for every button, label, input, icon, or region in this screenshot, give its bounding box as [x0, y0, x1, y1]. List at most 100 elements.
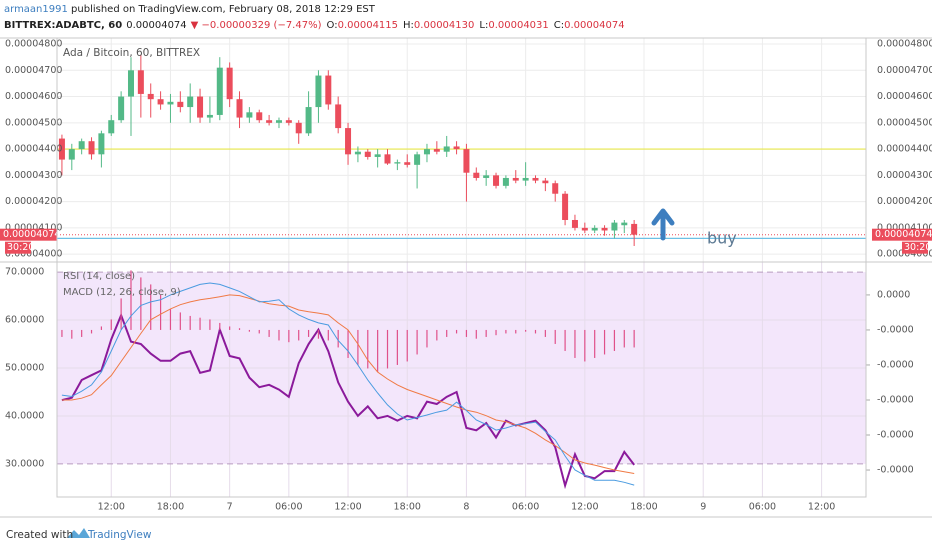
- histogram-bar: [446, 329, 448, 337]
- candle-body: [137, 70, 144, 94]
- candle-body: [453, 146, 460, 150]
- histogram-bar: [81, 329, 83, 337]
- histogram-bar: [416, 329, 418, 355]
- field-value: 0.00004074: [564, 20, 624, 31]
- candle-body: [118, 96, 125, 121]
- candle-body: [364, 151, 371, 157]
- y-tick-label: 30.0000: [5, 458, 44, 469]
- field-value: 0.00004031: [488, 20, 548, 31]
- countdown: 30:20: [7, 242, 34, 253]
- candle-body: [522, 177, 529, 181]
- candle-body: [423, 149, 430, 155]
- histogram-bar: [179, 312, 181, 330]
- symbol: BITTREX:ADABTC, 60: [4, 20, 122, 31]
- y2-tick-label: -0.0000: [877, 430, 914, 441]
- histogram-bar: [564, 329, 566, 351]
- histogram-bar: [238, 328, 241, 330]
- x-tick-label: 8: [463, 502, 469, 513]
- candle-body: [78, 141, 85, 150]
- histogram-bar: [505, 329, 507, 334]
- histogram-bar: [248, 329, 250, 332]
- candle-body: [443, 146, 450, 152]
- histogram-bar: [534, 329, 537, 334]
- histogram-bar: [189, 315, 191, 330]
- x-tick-label: 12:00: [98, 502, 125, 513]
- candle-body: [68, 149, 75, 160]
- rsi-line: [61, 312, 635, 490]
- candle-body: [197, 96, 204, 118]
- y-tick-label: 0.00004200: [5, 196, 62, 207]
- y-tick-label: 0.00004300: [5, 170, 62, 181]
- x-tick-label: 06:00: [275, 502, 302, 513]
- signal-line: [61, 294, 635, 474]
- legend-entry: MACD (12, 26, close, 9): [63, 287, 181, 298]
- histogram-bar: [455, 329, 458, 334]
- y2-tick-label: -0.0000: [877, 359, 914, 370]
- histogram-bar: [406, 329, 408, 362]
- field-label: L:: [479, 20, 488, 31]
- y-tick-label: 0.00004800: [877, 39, 932, 50]
- buy-arrow: [651, 208, 675, 241]
- y-tick-label: 0.00004400: [5, 144, 62, 155]
- histogram-bar: [130, 270, 132, 330]
- author[interactable]: armaan1991: [4, 4, 68, 15]
- y-tick-label: 0.00004600: [877, 91, 932, 102]
- y-tick-label: 0.00004000: [5, 249, 62, 260]
- footer-brand[interactable]: TradingView: [87, 529, 152, 541]
- candle-body: [295, 122, 302, 134]
- x-tick-label: 18:00: [394, 502, 421, 513]
- price-box-label: 0.00004074: [3, 229, 60, 240]
- candle-body: [226, 67, 233, 100]
- y2-tick-label: -0.0000: [877, 324, 914, 335]
- histogram-bar: [396, 329, 398, 365]
- y-tick-label: 0.00004100: [5, 222, 62, 233]
- candle-body: [374, 154, 381, 157]
- histogram-bar: [61, 329, 63, 337]
- histogram-bar: [574, 329, 576, 358]
- candle-body: [631, 223, 638, 235]
- histogram-bar: [278, 329, 280, 341]
- candle-body: [483, 175, 490, 178]
- histogram-bar: [357, 329, 359, 365]
- candle-body: [621, 222, 628, 226]
- y-tick-label: 0.00004500: [5, 117, 62, 128]
- x-tick-label: 12:00: [334, 502, 361, 513]
- y-tick-label: 0.00004700: [5, 65, 62, 76]
- price-box-label: 0.00004074: [875, 229, 932, 240]
- histogram-bar: [298, 329, 300, 341]
- countdown-box: [902, 241, 928, 254]
- header-line: armaan1991 published on TradingView.com,…: [4, 4, 376, 15]
- histogram-bar: [367, 329, 369, 369]
- histogram-bar: [613, 329, 616, 351]
- histogram-bar: [209, 319, 211, 330]
- histogram-bar: [377, 329, 379, 372]
- y-tick-label: 50.0000: [5, 362, 44, 373]
- chart-title: Ada / Bitcoin, 60, BITTREX: [63, 47, 200, 59]
- candle-body: [108, 120, 115, 134]
- y-tick-label: 0.00004600: [5, 91, 62, 102]
- x-tick-label: 7: [227, 502, 233, 513]
- field-label: O:: [327, 20, 338, 31]
- y-tick-label: 60.0000: [5, 315, 44, 326]
- histogram-bar: [544, 329, 546, 337]
- candle-body: [571, 219, 578, 228]
- x-tick-label: 06:00: [749, 502, 776, 513]
- candle-body: [404, 162, 411, 165]
- histogram-bar: [268, 329, 270, 337]
- histogram-bar: [140, 277, 142, 330]
- candle-body: [354, 151, 361, 155]
- candle-body: [256, 112, 263, 121]
- histogram-bar: [465, 329, 468, 337]
- histogram-bar: [633, 329, 635, 348]
- y-tick-label: 0.00004700: [877, 65, 932, 76]
- candle-body: [157, 99, 164, 105]
- candle-body: [266, 120, 273, 123]
- price-box: [872, 228, 932, 241]
- candle-body: [147, 93, 154, 100]
- histogram-bar: [584, 329, 586, 362]
- y-tick-label: 0.00004500: [877, 117, 932, 128]
- y-tick-label: 70.0000: [5, 267, 44, 278]
- histogram-bar: [525, 329, 527, 332]
- histogram-bar: [71, 329, 73, 339]
- candle-body: [493, 175, 500, 186]
